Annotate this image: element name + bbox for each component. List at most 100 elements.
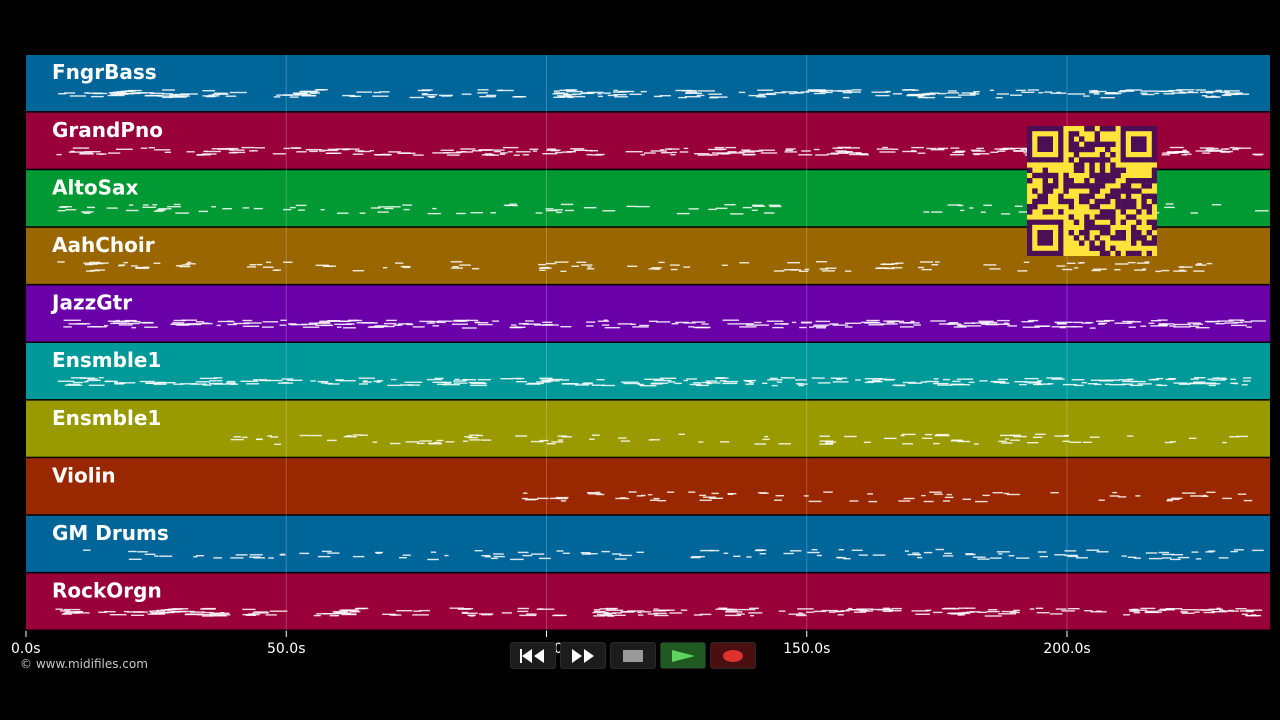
note xyxy=(1009,611,1020,614)
note xyxy=(484,153,492,155)
note xyxy=(1190,378,1199,380)
note xyxy=(853,611,867,613)
note xyxy=(372,95,389,97)
note xyxy=(344,609,352,612)
note xyxy=(359,434,368,436)
note xyxy=(924,551,933,554)
note xyxy=(314,322,331,324)
note xyxy=(240,380,259,382)
stop-button[interactable] xyxy=(610,642,656,669)
note xyxy=(104,611,116,613)
note xyxy=(925,380,938,383)
note xyxy=(1148,557,1163,560)
note xyxy=(898,322,915,324)
note xyxy=(969,93,980,95)
note xyxy=(845,326,853,328)
note xyxy=(254,147,265,149)
note xyxy=(313,614,321,617)
record-button[interactable] xyxy=(710,642,756,669)
note xyxy=(668,148,680,150)
note xyxy=(299,552,310,555)
note xyxy=(89,261,101,264)
note xyxy=(795,379,807,381)
note xyxy=(144,553,156,555)
play-button[interactable] xyxy=(660,642,706,669)
note xyxy=(484,556,491,558)
note xyxy=(844,147,860,149)
note xyxy=(198,210,209,213)
note xyxy=(757,89,774,91)
note xyxy=(403,208,410,211)
note xyxy=(230,438,244,441)
note xyxy=(80,152,93,154)
note xyxy=(745,324,758,326)
note xyxy=(68,323,87,325)
note xyxy=(291,147,302,149)
note xyxy=(651,267,662,269)
note xyxy=(554,614,567,616)
note xyxy=(603,612,617,614)
note xyxy=(823,491,833,493)
note xyxy=(421,93,428,95)
note xyxy=(815,320,831,323)
note xyxy=(871,91,889,93)
note xyxy=(480,439,492,441)
note xyxy=(1022,326,1040,328)
note xyxy=(1100,97,1115,99)
note xyxy=(1067,608,1080,610)
note xyxy=(249,554,263,556)
note xyxy=(464,436,473,438)
note xyxy=(1109,495,1120,497)
note xyxy=(213,383,228,385)
note xyxy=(754,443,767,445)
note xyxy=(615,497,630,500)
note xyxy=(1017,270,1028,272)
note xyxy=(595,491,601,494)
note xyxy=(911,610,930,612)
note xyxy=(852,89,862,91)
note xyxy=(143,266,150,268)
note xyxy=(202,615,213,617)
note xyxy=(784,151,798,153)
note xyxy=(83,262,92,264)
note xyxy=(185,613,203,615)
note xyxy=(386,319,397,322)
note xyxy=(502,146,519,149)
note xyxy=(554,209,563,211)
note xyxy=(925,96,936,99)
note xyxy=(249,264,256,266)
note xyxy=(140,147,148,149)
note xyxy=(461,611,469,614)
note xyxy=(1027,382,1041,384)
note xyxy=(442,384,460,386)
note xyxy=(73,612,90,614)
note xyxy=(1075,557,1088,559)
note xyxy=(1233,382,1238,385)
note xyxy=(1234,147,1252,149)
note xyxy=(832,381,849,383)
qr-code-icon[interactable] xyxy=(1027,126,1158,257)
note xyxy=(517,551,529,554)
note xyxy=(378,206,387,208)
note xyxy=(152,204,158,206)
note xyxy=(1233,321,1244,324)
note xyxy=(688,491,696,493)
note xyxy=(1211,204,1222,206)
note xyxy=(942,378,951,381)
note xyxy=(1218,557,1229,559)
fast-forward-button[interactable] xyxy=(560,642,606,669)
note xyxy=(1219,91,1230,93)
note xyxy=(213,377,223,379)
note xyxy=(674,382,682,385)
note xyxy=(248,613,255,615)
note xyxy=(125,209,139,212)
note xyxy=(1181,612,1195,614)
rewind-button[interactable] xyxy=(510,642,556,669)
note xyxy=(653,497,660,500)
note xyxy=(553,90,560,92)
note xyxy=(1190,495,1203,497)
note xyxy=(65,209,77,211)
note xyxy=(242,319,253,322)
note xyxy=(283,94,300,96)
note xyxy=(832,147,844,149)
